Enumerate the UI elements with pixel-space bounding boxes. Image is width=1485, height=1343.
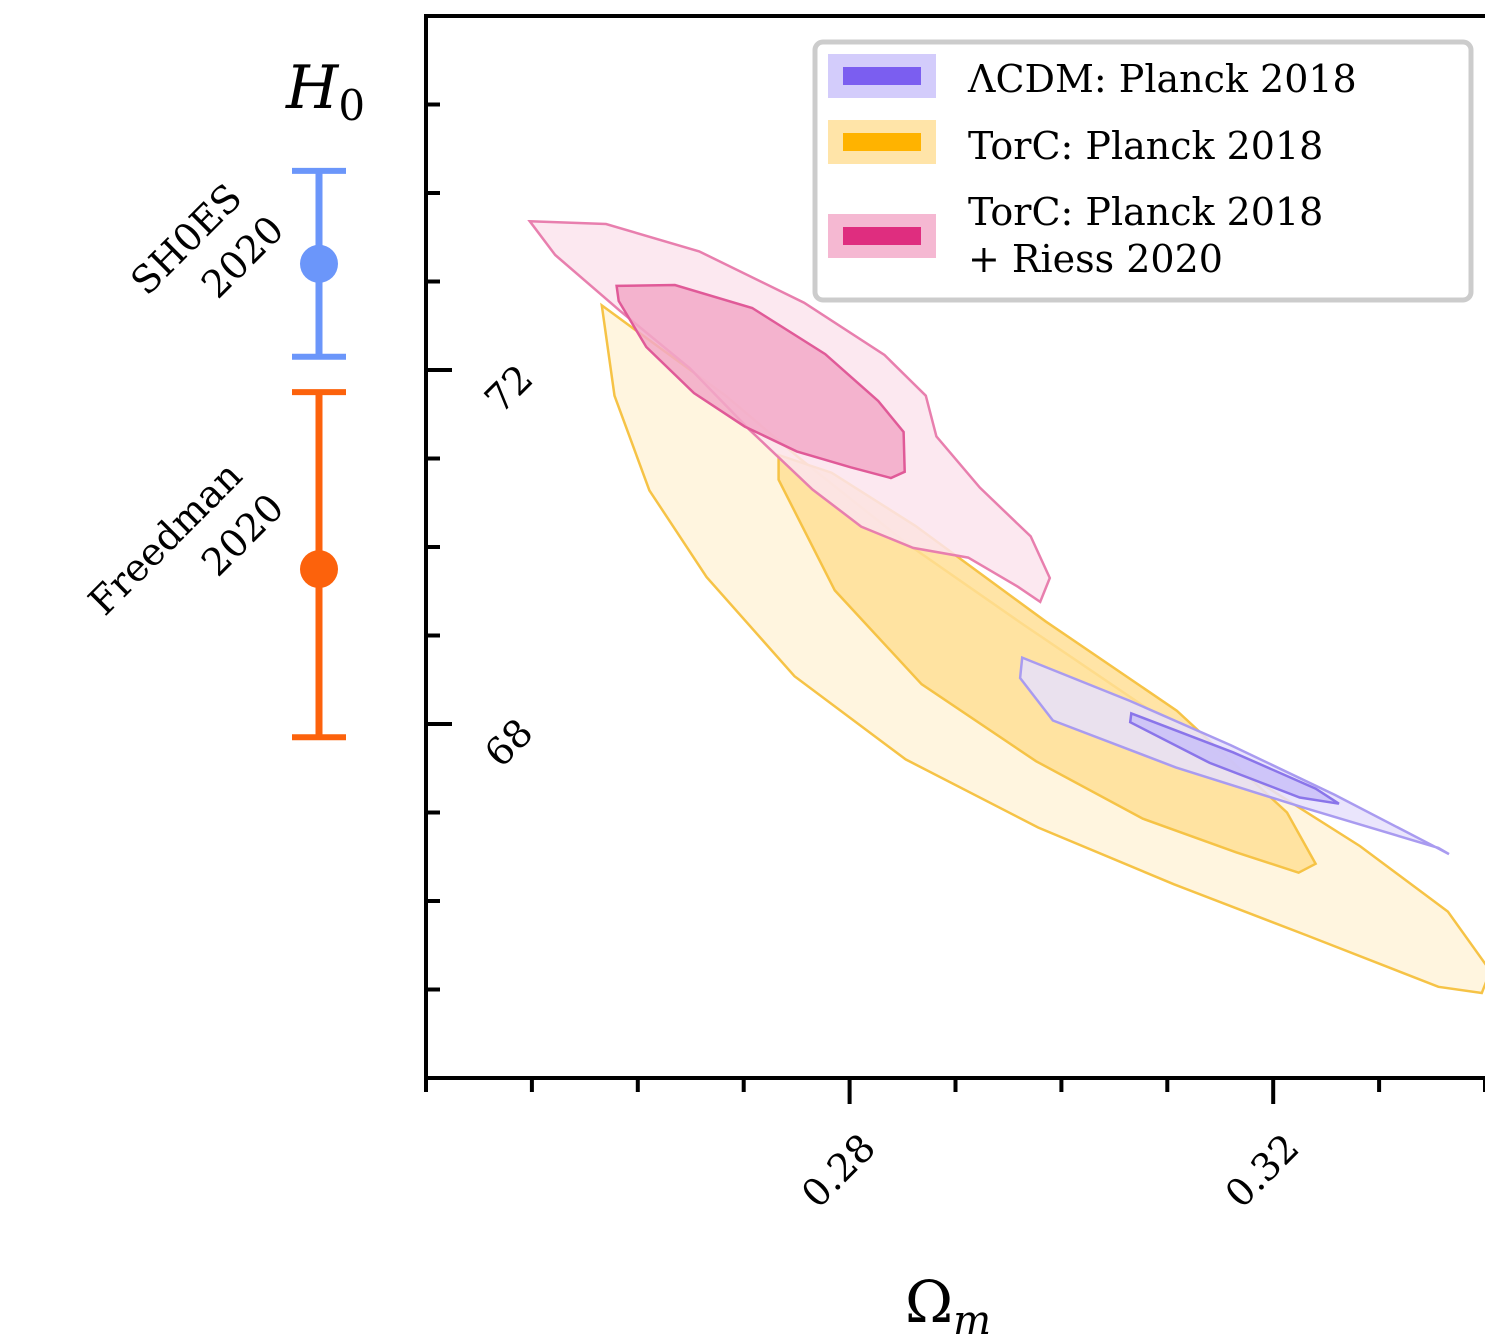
legend-entry-label: ΛCDM: Planck 2018 bbox=[967, 57, 1357, 101]
x-tick-label: 0.28 bbox=[793, 1125, 884, 1216]
measurement-sh0es bbox=[292, 167, 346, 360]
y-tick-label: 72 bbox=[476, 356, 541, 421]
contour--cdm-planck-2018-68 bbox=[1128, 711, 1340, 805]
legend-swatches bbox=[828, 54, 936, 258]
y-axis-title-symbol: H bbox=[285, 53, 340, 123]
legend-swatch-core bbox=[843, 227, 921, 245]
x-axis-title-symbol: Ω bbox=[905, 1268, 953, 1336]
legend-box bbox=[812, 39, 1474, 303]
legend-entry-label: + Riess 2020 bbox=[968, 237, 1223, 281]
x-axis-title: Ωm bbox=[905, 1268, 991, 1343]
legend-entry-label: TorC: Planck 2018 bbox=[968, 190, 1323, 234]
legend-swatch bbox=[828, 54, 936, 98]
contour-regions bbox=[527, 219, 1485, 995]
legend-swatch-core bbox=[843, 67, 921, 85]
legend-swatch bbox=[828, 120, 936, 164]
h0-measurements bbox=[292, 167, 346, 741]
x-axis-ticks bbox=[424, 1078, 1485, 1104]
legend: ΛCDM: Planck 2018 TorC: Planck 2018 TorC… bbox=[812, 39, 1474, 303]
measurement-point bbox=[300, 244, 338, 283]
x-axis-title-subscript: m bbox=[953, 1298, 991, 1343]
legend-swatch-core bbox=[843, 133, 921, 151]
y-tick-label: 68 bbox=[476, 710, 541, 775]
measurement-point bbox=[300, 550, 338, 589]
measurement-freedman bbox=[292, 389, 346, 741]
legend-entry-label: TorC: Planck 2018 bbox=[968, 124, 1323, 168]
y-axis-ticks bbox=[426, 14, 452, 1080]
y-axis-title: H0 bbox=[285, 53, 365, 130]
x-tick-label: 0.32 bbox=[1217, 1125, 1308, 1216]
y-axis-title-subscript: 0 bbox=[338, 81, 365, 130]
legend-swatch bbox=[828, 214, 936, 258]
contour-torc-planck-2018-riess-2020-68 bbox=[615, 283, 906, 480]
